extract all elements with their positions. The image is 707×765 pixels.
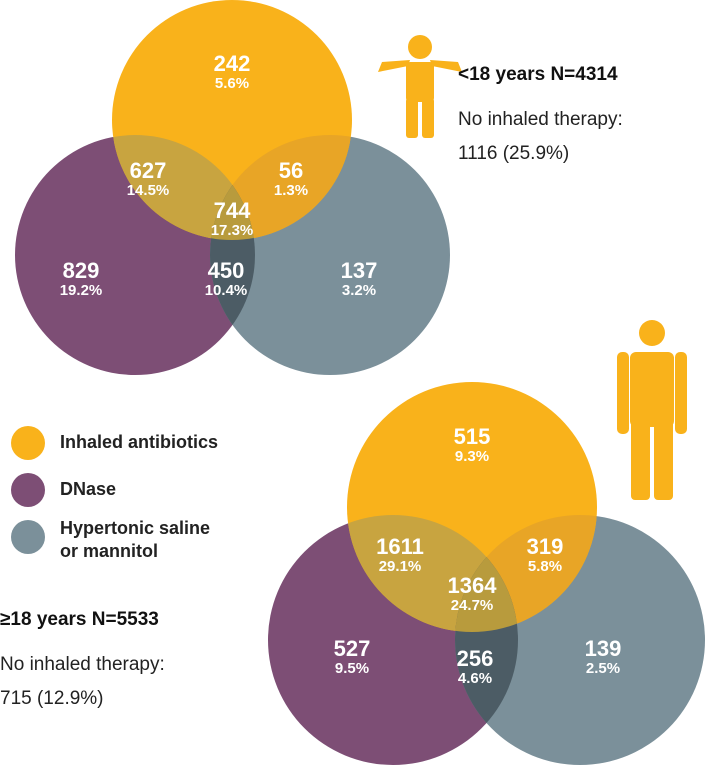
group-note-value: 1116 (25.9%)	[458, 143, 569, 164]
region-percent: 29.1%	[379, 558, 422, 575]
region-percent: 14.5%	[127, 182, 170, 199]
region-count: 1364	[448, 573, 498, 598]
region-count: 319	[527, 534, 564, 559]
region-count: 139	[585, 636, 622, 661]
region-count: 527	[334, 636, 371, 661]
legend-label: or mannitol	[60, 541, 158, 561]
group-note-value: 715 (12.9%)	[0, 688, 104, 709]
venn-overlap	[455, 515, 597, 632]
legend-label: DNase	[60, 479, 116, 499]
child-icon	[378, 35, 462, 138]
region-count: 256	[457, 646, 494, 671]
region-count: 515	[454, 424, 491, 449]
region-percent: 9.5%	[335, 660, 369, 677]
legend-swatch	[11, 473, 45, 507]
adult-icon	[617, 320, 687, 500]
legend-swatch	[11, 520, 45, 554]
venn-overlap	[210, 135, 352, 240]
legend-label: Hypertonic saline	[60, 518, 210, 538]
region-percent: 4.6%	[458, 670, 492, 687]
region-count: 242	[214, 51, 251, 76]
region-percent: 17.3%	[211, 222, 254, 239]
region-count: 744	[214, 198, 251, 223]
group-note: No inhaled therapy:	[458, 109, 623, 130]
group-title: ≥18 years N=5533	[0, 609, 159, 630]
region-percent: 3.2%	[342, 282, 376, 299]
legend-label: Inhaled antibiotics	[60, 432, 218, 452]
region-percent: 9.3%	[455, 448, 489, 465]
venn-overlap	[112, 135, 255, 240]
group-title: <18 years N=4314	[458, 64, 618, 85]
group-note: No inhaled therapy:	[0, 654, 165, 675]
region-count: 1611	[376, 534, 424, 559]
region-percent: 5.8%	[528, 558, 562, 575]
region-percent: 19.2%	[60, 282, 103, 299]
region-percent: 24.7%	[451, 597, 494, 614]
region-percent: 5.6%	[215, 75, 249, 92]
region-percent: 2.5%	[586, 660, 620, 677]
venn-overlap	[347, 515, 518, 632]
region-count: 137	[341, 258, 378, 283]
region-percent: 10.4%	[205, 282, 248, 299]
region-percent: 1.3%	[274, 182, 308, 199]
legend-swatch	[11, 426, 45, 460]
region-count: 829	[63, 258, 100, 283]
region-count: 627	[130, 158, 167, 183]
region-count: 56	[279, 158, 303, 183]
region-count: 450	[208, 258, 245, 283]
